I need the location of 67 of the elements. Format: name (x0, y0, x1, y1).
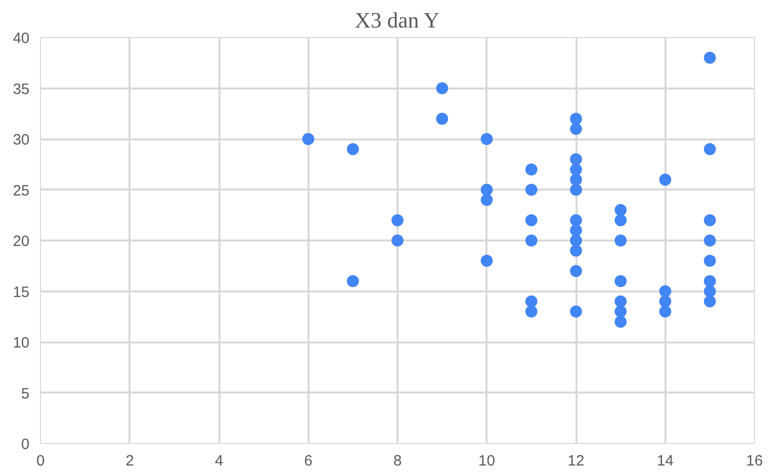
point (704, 214, 716, 226)
x-tick-label: 14 (656, 452, 674, 470)
point (525, 214, 538, 226)
y-tick-label: 0 (21, 436, 30, 453)
point (570, 122, 582, 135)
point (436, 112, 448, 125)
point (614, 306, 627, 318)
x-tick-label: 8 (393, 452, 402, 470)
point (525, 306, 538, 318)
point (614, 295, 627, 308)
point (302, 133, 314, 145)
point (614, 316, 627, 328)
point (570, 244, 582, 257)
point (614, 214, 627, 226)
point (659, 306, 672, 318)
point (704, 285, 716, 298)
point (525, 184, 538, 196)
chart-title: X3 dan Y (354, 8, 440, 32)
point (570, 163, 582, 176)
point (659, 285, 672, 298)
point (704, 52, 716, 64)
point (480, 133, 493, 145)
point (436, 82, 448, 94)
point (392, 214, 404, 226)
point (570, 112, 582, 125)
point (480, 254, 493, 267)
point (525, 163, 538, 176)
x-tick-label: 4 (214, 452, 224, 470)
point (570, 174, 582, 186)
y-tick-label: 40 (12, 30, 30, 47)
x-tick-label: 10 (478, 452, 496, 470)
point (480, 184, 493, 196)
y-tick-label: 25 (12, 182, 30, 200)
point (614, 204, 627, 216)
point (346, 275, 359, 288)
x-tick-label: 2 (126, 452, 134, 470)
point (659, 295, 672, 308)
point (659, 174, 672, 186)
point (570, 214, 582, 226)
point (704, 254, 716, 267)
point (570, 234, 582, 246)
point (346, 143, 359, 156)
y-tick-label: 30 (12, 132, 30, 148)
point (570, 224, 582, 236)
point (570, 184, 582, 196)
point (704, 295, 716, 308)
y-tick-label: 15 (12, 284, 30, 301)
point (570, 306, 582, 318)
point (570, 264, 582, 277)
point (704, 275, 716, 288)
point (480, 194, 493, 206)
y-tick-label: 10 (12, 334, 30, 352)
y-tick-label: 35 (12, 80, 30, 98)
y-tick-label: 5 (21, 385, 30, 402)
point (614, 275, 627, 288)
point (704, 143, 716, 156)
x-tick-label: 12 (568, 452, 584, 470)
x-tick-label: 16 (746, 452, 763, 470)
point (392, 234, 404, 246)
point (570, 153, 582, 166)
x-tick-label: 6 (304, 452, 312, 470)
point (525, 295, 538, 308)
point (704, 234, 716, 246)
y-tick-label: 20 (12, 233, 30, 250)
point (525, 234, 538, 246)
point (614, 234, 627, 246)
x-tick-label: 0 (36, 452, 45, 470)
